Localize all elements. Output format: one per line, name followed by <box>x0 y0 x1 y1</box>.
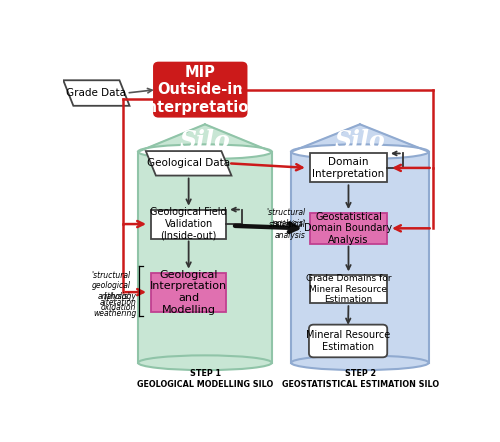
Bar <box>151 273 226 312</box>
Text: Mineral Resource
Estimation: Mineral Resource Estimation <box>306 330 390 352</box>
Bar <box>138 152 272 363</box>
Polygon shape <box>291 124 428 152</box>
Text: weathering: weathering <box>93 309 136 318</box>
Text: statistical
analysis: statistical analysis <box>269 220 306 240</box>
Text: Silo: Silo <box>180 130 230 153</box>
Text: 'structural
analysis': 'structural analysis' <box>266 209 306 228</box>
FancyBboxPatch shape <box>154 63 246 117</box>
Bar <box>151 210 226 239</box>
Polygon shape <box>146 151 232 175</box>
Ellipse shape <box>138 145 272 159</box>
Ellipse shape <box>138 355 272 370</box>
Ellipse shape <box>291 355 428 370</box>
Text: MIP
Outside-in
Interpretation: MIP Outside-in Interpretation <box>142 65 259 114</box>
Bar <box>310 153 387 183</box>
Text: 'structural
geological
analysis': 'structural geological analysis' <box>91 271 130 301</box>
Text: Geological Field
Validation
(Inside-out): Geological Field Validation (Inside-out) <box>150 207 227 240</box>
Polygon shape <box>138 124 272 152</box>
Bar <box>291 152 428 363</box>
Polygon shape <box>64 80 130 106</box>
Text: Silo: Silo <box>334 130 386 153</box>
Text: alteration: alteration <box>99 297 136 307</box>
Text: Geological
Interpretation
and
Modelling: Geological Interpretation and Modelling <box>150 270 227 315</box>
Bar <box>310 213 387 244</box>
Text: Geological Data: Geological Data <box>147 158 230 168</box>
Bar <box>310 275 387 303</box>
Text: oxidation: oxidation <box>101 304 136 312</box>
Ellipse shape <box>291 145 428 159</box>
Text: Grade Domains for
Mineral Resource
Estimation: Grade Domains for Mineral Resource Estim… <box>306 274 391 304</box>
Text: STEP 1
GEOLOGICAL MODELLING SILO: STEP 1 GEOLOGICAL MODELLING SILO <box>137 370 273 389</box>
Text: Geostatistical
Domain Boundary
Analysis: Geostatistical Domain Boundary Analysis <box>304 212 392 245</box>
Text: Domain
Interpretation: Domain Interpretation <box>312 157 384 179</box>
Text: STEP 2
GEOSTATISTICAL ESTIMATION SILO: STEP 2 GEOSTATISTICAL ESTIMATION SILO <box>282 370 438 389</box>
Text: lithology: lithology <box>104 292 136 301</box>
Text: Grade Data: Grade Data <box>66 88 126 98</box>
FancyBboxPatch shape <box>309 324 387 357</box>
